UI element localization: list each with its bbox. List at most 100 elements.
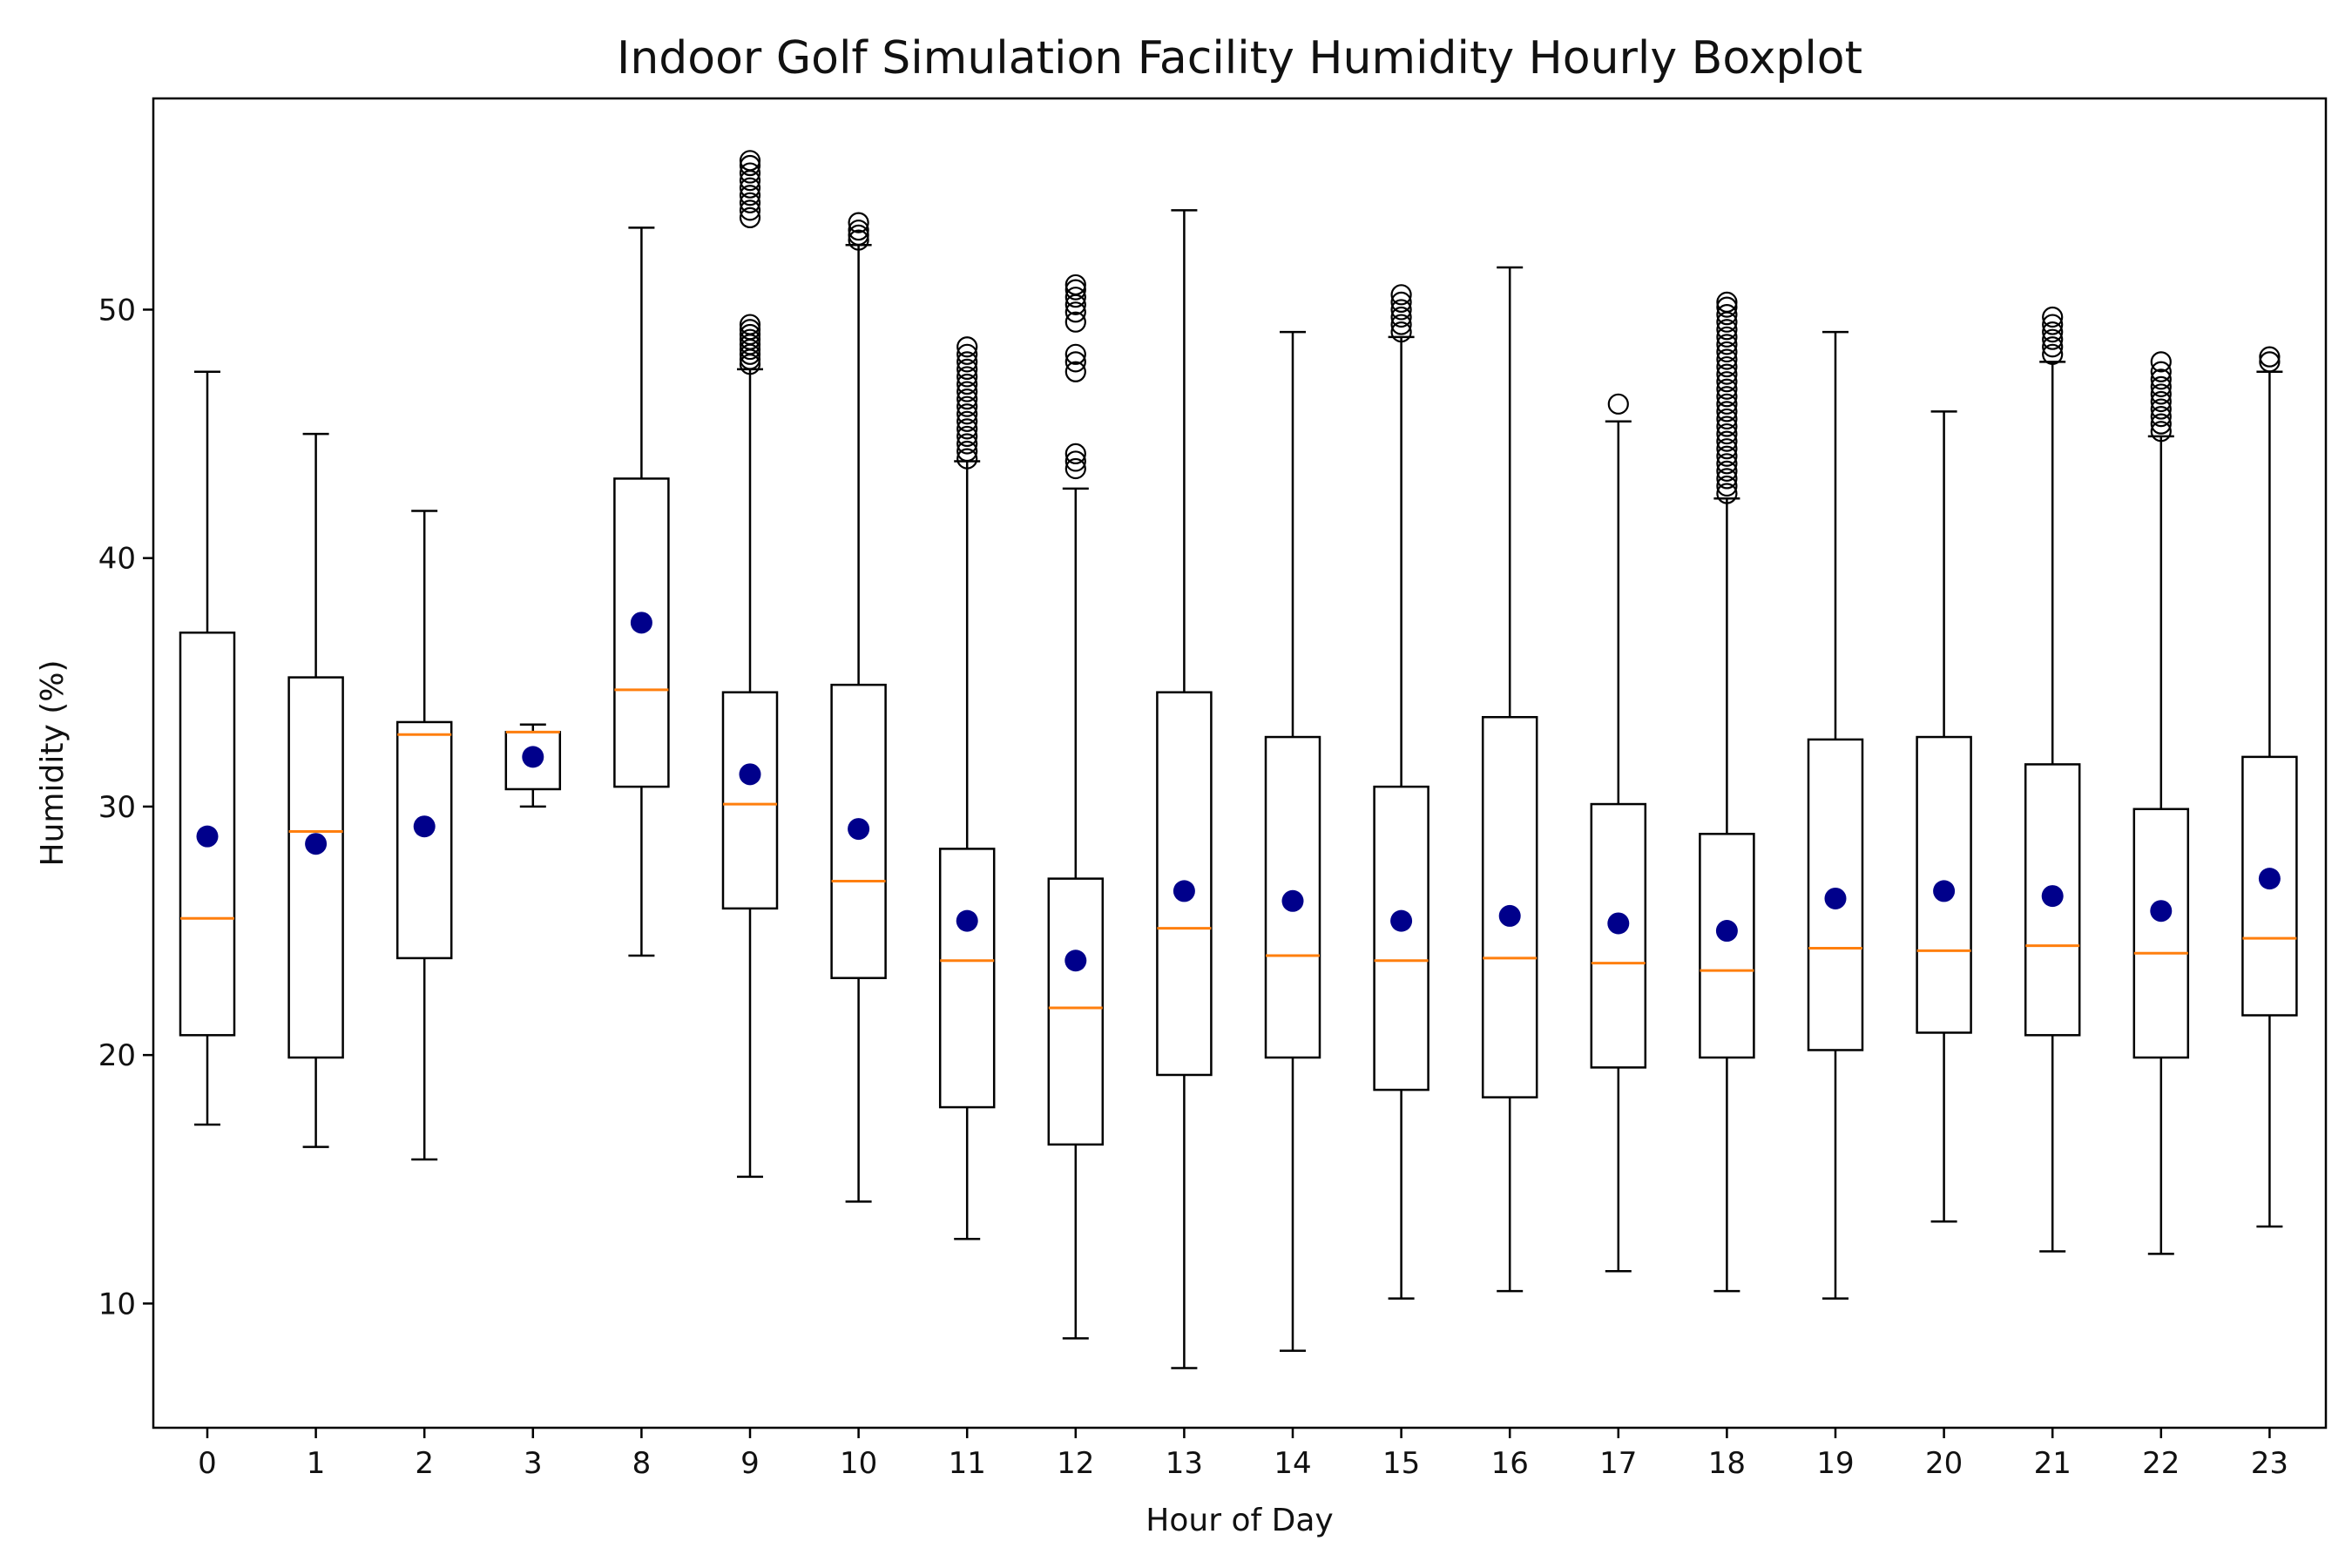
x-tick-label: 10 xyxy=(840,1446,877,1481)
outlier-point xyxy=(739,314,761,335)
outlier-point xyxy=(739,192,761,213)
outlier-point xyxy=(1064,343,1086,365)
outlier-point xyxy=(1716,422,1738,445)
outlier-point xyxy=(2259,346,2281,368)
outlier-point xyxy=(1064,301,1086,323)
outlier-point xyxy=(956,389,978,410)
outlier-point xyxy=(1716,475,1738,497)
outlier-point xyxy=(956,403,978,425)
outlier-point xyxy=(739,328,761,350)
x-tick-label: 9 xyxy=(740,1446,760,1481)
outlier-point xyxy=(2150,390,2172,413)
outlier-point xyxy=(2042,336,2064,358)
mean-marker xyxy=(1281,889,1304,912)
outlier-point xyxy=(739,150,761,172)
y-tick-label: 30 xyxy=(98,790,136,825)
outlier-point xyxy=(848,229,869,251)
outlier-point xyxy=(1716,348,1738,370)
outlier-point xyxy=(1390,306,1412,328)
outlier-point xyxy=(1716,296,1738,318)
outlier-point xyxy=(1064,287,1086,308)
iqr-box xyxy=(721,691,779,910)
outlier-point xyxy=(1064,361,1086,382)
outlier-point xyxy=(1716,319,1738,341)
iqr-box xyxy=(1699,833,1755,1059)
outlier-point xyxy=(848,212,869,233)
outlier-point xyxy=(956,418,978,440)
iqr-box xyxy=(830,683,887,979)
iqr-box xyxy=(2024,763,2081,1037)
outlier-point xyxy=(956,343,978,365)
outlier-point xyxy=(739,177,761,199)
iqr-box xyxy=(1807,738,1864,1051)
iqr-box xyxy=(613,477,670,788)
mean-marker xyxy=(1390,909,1413,932)
x-tick-label: 0 xyxy=(198,1446,217,1481)
x-tick-label: 17 xyxy=(1599,1446,1637,1481)
outlier-point xyxy=(1064,274,1086,296)
outlier-point xyxy=(1390,299,1412,321)
outlier-point xyxy=(1716,334,1738,355)
outlier-point xyxy=(1064,279,1086,301)
outlier-point xyxy=(956,366,978,388)
x-tick-label: 18 xyxy=(1708,1446,1746,1481)
mean-marker xyxy=(305,833,328,855)
iqr-box xyxy=(1373,785,1429,1092)
x-tick-label: 2 xyxy=(415,1446,434,1481)
x-tick-label: 16 xyxy=(1491,1446,1529,1481)
outlier-point xyxy=(1716,468,1738,490)
iqr-box xyxy=(287,676,344,1059)
outlier-point xyxy=(1716,304,1738,326)
outlier-point xyxy=(739,162,761,184)
outlier-point xyxy=(956,395,978,417)
y-tick-label: 20 xyxy=(98,1038,136,1073)
outlier-point xyxy=(1716,291,1738,313)
outlier-point xyxy=(1064,457,1086,480)
x-tick-label: 14 xyxy=(1274,1446,1311,1481)
mean-marker xyxy=(196,825,219,848)
mean-marker xyxy=(848,818,870,841)
outlier-point xyxy=(1716,416,1738,437)
outlier-point xyxy=(956,448,978,470)
iqr-box xyxy=(1916,735,1972,1034)
outlier-point xyxy=(848,224,869,246)
outlier-point xyxy=(739,319,761,341)
iqr-box xyxy=(1590,802,1647,1069)
mean-marker xyxy=(1824,887,1847,909)
outlier-point xyxy=(1064,351,1086,373)
outlier-point xyxy=(1716,378,1738,400)
x-tick-label: 20 xyxy=(1925,1446,1963,1481)
outlier-point xyxy=(739,323,761,346)
outlier-point xyxy=(1716,430,1738,452)
x-tick-label: 12 xyxy=(1057,1446,1094,1481)
x-tick-label: 11 xyxy=(949,1446,986,1481)
outlier-point xyxy=(1716,438,1738,460)
outlier-point xyxy=(956,433,978,455)
x-tick-label: 13 xyxy=(1166,1446,1203,1481)
mean-marker xyxy=(956,909,978,932)
outlier-point xyxy=(1716,355,1738,378)
outlier-point xyxy=(2042,314,2064,335)
outlier-point xyxy=(1390,314,1412,335)
outlier-point xyxy=(2150,413,2172,435)
outlier-point xyxy=(956,373,978,395)
x-tick-label: 8 xyxy=(632,1446,652,1481)
x-axis-label: Hour of Day xyxy=(1146,1503,1333,1538)
mean-marker xyxy=(1933,880,1956,902)
mean-marker xyxy=(739,763,761,786)
outlier-point xyxy=(2150,405,2172,428)
outlier-point xyxy=(2150,421,2172,443)
x-tick-label: 1 xyxy=(307,1446,326,1481)
iqr-box xyxy=(179,632,236,1037)
chart-title: Indoor Golf Simulation Facility Humidity… xyxy=(617,32,1862,84)
mean-marker xyxy=(2258,868,2281,890)
mean-marker xyxy=(1173,880,1195,902)
outlier-point xyxy=(2150,361,2172,382)
outlier-point xyxy=(1390,284,1412,306)
mean-marker xyxy=(630,612,652,634)
outlier-point xyxy=(1064,450,1086,472)
iqr-box xyxy=(938,848,996,1109)
